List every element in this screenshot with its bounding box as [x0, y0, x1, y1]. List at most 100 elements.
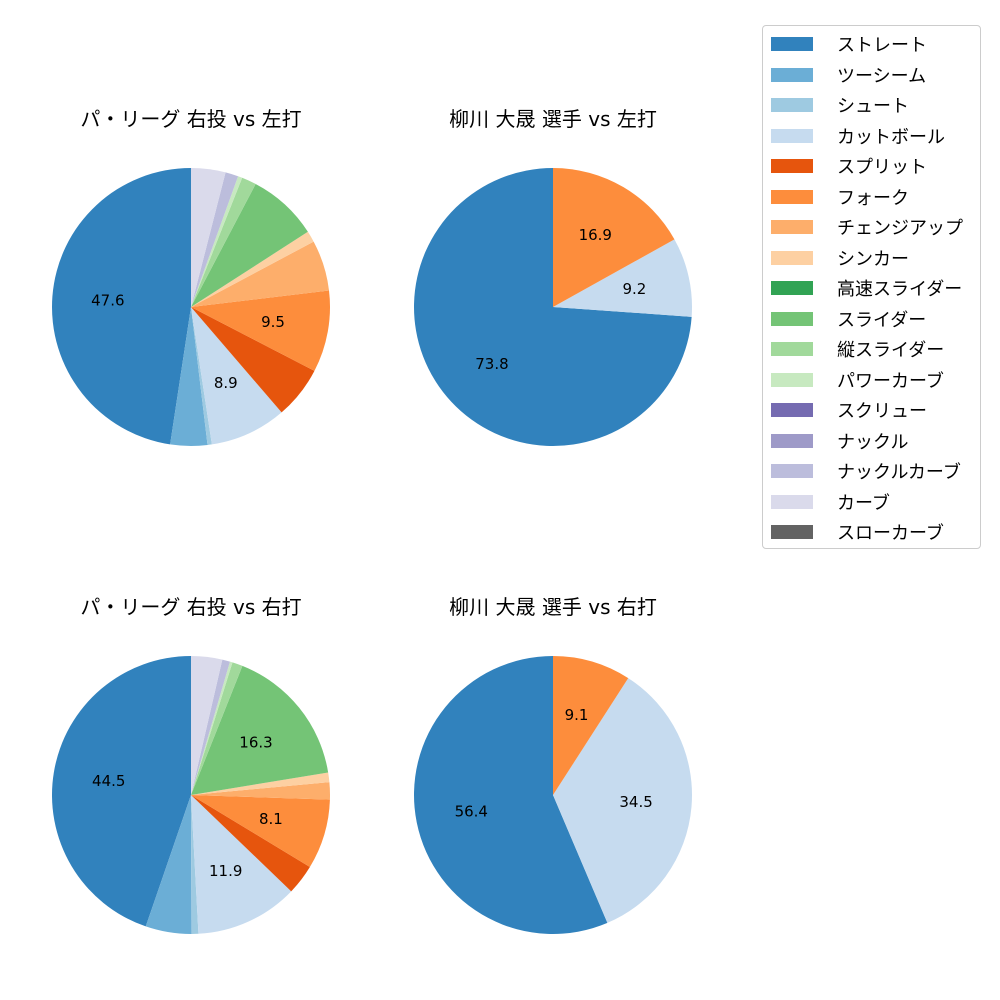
pie-slice	[191, 772, 330, 795]
slice-label: 9.2	[622, 280, 646, 298]
legend-label: スライダー	[837, 309, 927, 331]
legend-item: ナックルカーブ	[771, 459, 961, 483]
legend-item: ツーシーム	[771, 63, 926, 87]
legend-swatch	[771, 67, 813, 82]
legend-swatch	[771, 220, 813, 234]
legend-label: カットボール	[837, 126, 945, 148]
legend-label: ナックル	[837, 431, 909, 453]
legend-swatch	[771, 98, 813, 112]
legend-label: フォーク	[837, 187, 909, 209]
pie-slice	[553, 678, 693, 923]
legend-label: ナックルカーブ	[837, 462, 961, 483]
legend-item: 高速スライダー	[771, 276, 962, 300]
pie-slice	[553, 239, 692, 317]
legend-label: シンカー	[837, 248, 909, 270]
slice-label: 9.5	[261, 313, 285, 331]
slice-label: 8.9	[214, 374, 238, 392]
legend-item: カーブ	[771, 490, 890, 514]
pie-slice	[191, 231, 314, 307]
pie-plot: 56.4 34.5 9.1	[414, 656, 693, 934]
slice-label: 9.1	[565, 706, 589, 724]
legend-swatch	[771, 37, 813, 51]
slice-label: 8.1	[259, 810, 283, 828]
legend-swatch	[771, 433, 813, 448]
legend-label: ストレート	[837, 35, 927, 56]
slice-label: 16.9	[579, 226, 612, 244]
pie-slice	[191, 665, 329, 795]
legend-label: シュート	[837, 96, 909, 117]
slice-label: 56.4	[455, 803, 488, 821]
legend-label: 高速スライダー	[837, 279, 963, 300]
legend-swatch	[771, 189, 813, 204]
legend-item: 縦スライダー	[771, 337, 944, 361]
legend-label: パワーカーブ	[837, 370, 944, 392]
chart-title: パ・リーグ 右投 vs 左打	[80, 107, 302, 131]
pie-slice	[191, 795, 310, 892]
legend-item: シンカー	[771, 246, 909, 270]
legend-item: スクリュー	[771, 398, 927, 422]
legend-label: スプリット	[837, 157, 927, 178]
pie-slice	[191, 290, 330, 371]
legend-label: スローカーブ	[837, 523, 944, 544]
legend-swatch	[771, 464, 813, 478]
pie-slice	[191, 307, 282, 445]
pie-slice	[51, 168, 192, 445]
legend-swatch	[771, 342, 813, 356]
legend-swatch	[771, 311, 813, 326]
legend-label: カーブ	[837, 492, 890, 514]
pie-slice	[170, 307, 208, 446]
pie-slice	[191, 782, 330, 800]
legend-item: スローカーブ	[771, 520, 944, 544]
legend-item: スプリット	[771, 154, 927, 178]
slice-label: 11.9	[209, 862, 242, 880]
pie-slice	[191, 662, 243, 795]
pie-slice	[191, 172, 239, 307]
legend-swatch	[771, 159, 813, 173]
pie-slice	[145, 795, 192, 935]
pie-slice	[191, 176, 243, 307]
legend-swatch	[771, 494, 813, 509]
pie-plot: 44.5 11.9 8.1 16.3	[51, 656, 330, 935]
pie-slice	[191, 795, 330, 868]
legend-item: カットボール	[771, 124, 945, 148]
chart-title: 柳川 大晟 選手 vs 右打	[449, 595, 657, 619]
legend-swatch	[771, 128, 813, 143]
pie-slice	[414, 168, 692, 446]
legend-item: ナックル	[771, 429, 908, 453]
legend-swatch	[771, 403, 813, 417]
pie-slice	[191, 659, 230, 795]
legend-label: スクリュー	[837, 401, 927, 422]
chart-title: パ・リーグ 右投 vs 右打	[80, 595, 302, 619]
legend-item: スライダー	[771, 307, 926, 331]
legend-label: チェンジアップ	[837, 218, 963, 239]
pie-plot: 47.6 8.9 9.5	[51, 168, 330, 446]
chart-title: 柳川 大晟 選手 vs 左打	[449, 107, 657, 131]
pie-slice	[191, 183, 308, 307]
legend-label: ツーシーム	[837, 65, 927, 87]
legend: ストレートツーシームシュートカットボール スプリットフォークチェンジアップ シンカー…	[762, 25, 981, 549]
legend-label: 縦スライダー	[837, 340, 945, 361]
legend-item: シュート	[771, 93, 909, 117]
pie-slice	[51, 656, 191, 927]
pie-slice	[191, 241, 330, 307]
legend-swatch	[771, 525, 813, 539]
legend-item: ストレート	[771, 32, 927, 56]
pie-slice	[191, 661, 233, 795]
pie-plot: 73.8 9.2 16.9	[414, 168, 692, 446]
pie-slice	[553, 656, 629, 795]
slice-label: 73.8	[475, 355, 508, 373]
legend-swatch	[771, 372, 813, 387]
slice-label: 34.5	[619, 793, 652, 811]
pie-slice	[191, 795, 292, 934]
slice-label: 44.5	[92, 772, 125, 790]
slice-label: 16.3	[239, 734, 272, 752]
legend-item: チェンジアップ	[771, 215, 963, 239]
pie-slice	[414, 656, 608, 934]
pie-slice	[191, 307, 315, 413]
legend-swatch	[771, 250, 813, 265]
legend-item: パワーカーブ	[771, 368, 944, 392]
pie-slice	[191, 656, 223, 795]
pie-slice	[191, 177, 256, 307]
slice-label: 47.6	[91, 292, 124, 310]
pie-slice	[191, 795, 199, 934]
